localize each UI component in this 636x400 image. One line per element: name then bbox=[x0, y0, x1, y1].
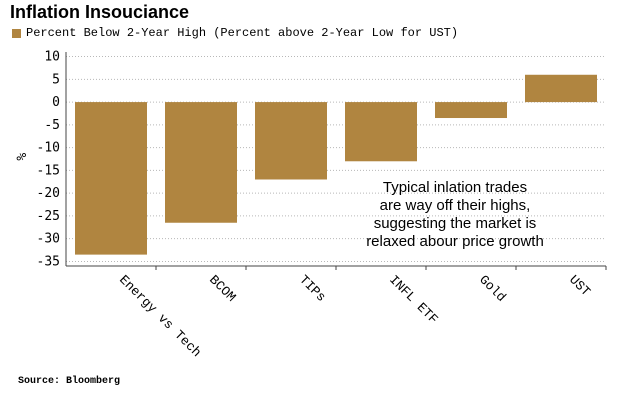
bar bbox=[255, 102, 327, 180]
bar bbox=[165, 102, 237, 223]
bar bbox=[525, 74, 597, 103]
x-tick-label: Energy vs Tech bbox=[116, 272, 204, 360]
annotation-line: relaxed abour price growth bbox=[366, 233, 544, 250]
annotation-line: suggesting the market is bbox=[374, 215, 537, 232]
legend: Percent Below 2-Year High (Percent above… bbox=[12, 26, 458, 40]
annotation-line: Typical inlation trades bbox=[383, 179, 527, 196]
x-tick-label: TIPs bbox=[296, 272, 329, 305]
legend-swatch bbox=[12, 28, 21, 38]
y-tick-label: 10 bbox=[44, 50, 60, 65]
bar bbox=[345, 102, 417, 162]
y-tick-label: -20 bbox=[37, 186, 60, 201]
x-tick-label: INFL ETF bbox=[386, 272, 441, 327]
y-tick-label: -35 bbox=[37, 254, 60, 269]
annotation-line: are way off their highs, bbox=[380, 197, 531, 214]
y-tick-label: 0 bbox=[52, 95, 60, 110]
y-tick-label: -5 bbox=[44, 118, 60, 133]
bar bbox=[75, 102, 147, 255]
source-note: Source: Bloomberg bbox=[18, 376, 121, 387]
y-axis-label: % bbox=[15, 153, 30, 161]
y-tick-label: -10 bbox=[37, 141, 60, 156]
x-tick-label: Gold bbox=[476, 272, 509, 305]
y-tick-label: -15 bbox=[37, 163, 60, 178]
y-tick-label: 5 bbox=[52, 72, 60, 87]
x-tick-label: BCOM bbox=[206, 272, 239, 305]
legend-label: Percent Below 2-Year High (Percent above… bbox=[26, 26, 459, 40]
y-tick-label: -30 bbox=[37, 232, 60, 247]
y-tick-label: -25 bbox=[37, 209, 60, 224]
chart-title: Inflation Insouciance bbox=[10, 2, 190, 22]
x-tick-label: UST bbox=[566, 272, 593, 299]
bar bbox=[435, 102, 507, 119]
